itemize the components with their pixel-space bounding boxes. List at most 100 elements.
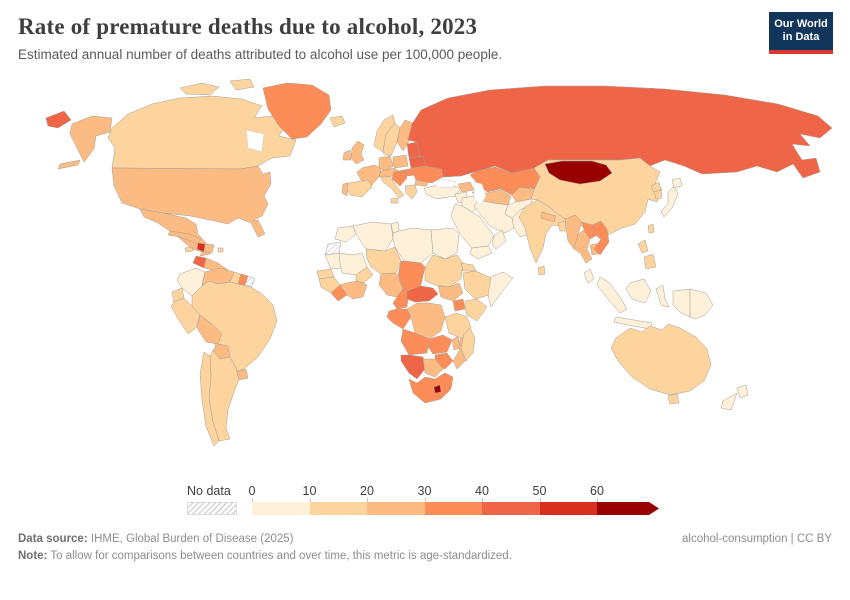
legend-bin-10-20[interactable] bbox=[309, 502, 367, 515]
country-philippines[interactable] bbox=[637, 239, 649, 254]
country-sweden[interactable] bbox=[382, 122, 401, 157]
country-libya[interactable] bbox=[392, 227, 434, 264]
country-chad[interactable] bbox=[397, 260, 426, 294]
country-gabon-congo[interactable] bbox=[386, 308, 412, 330]
country-russia[interactable] bbox=[45, 110, 72, 129]
country-new-zealand[interactable] bbox=[736, 384, 749, 399]
country-canada[interactable] bbox=[229, 78, 255, 91]
country-malaysia[interactable] bbox=[583, 268, 595, 284]
country-canada[interactable] bbox=[179, 82, 220, 96]
country-south-sudan[interactable] bbox=[437, 282, 464, 302]
data-source-label: Data source: bbox=[18, 533, 88, 545]
country-kenya[interactable] bbox=[464, 298, 488, 322]
country-puerto-rico[interactable] bbox=[217, 247, 224, 253]
country-central-african-republic[interactable] bbox=[406, 285, 439, 303]
country-australia[interactable] bbox=[610, 323, 712, 396]
country-spain[interactable] bbox=[346, 179, 373, 198]
country-indonesia[interactable] bbox=[613, 316, 653, 330]
country-laos[interactable] bbox=[581, 221, 598, 240]
country-poland[interactable] bbox=[392, 154, 409, 169]
country-guatemala[interactable] bbox=[192, 255, 207, 269]
country-sudan[interactable] bbox=[424, 254, 464, 288]
legend-bin-0-10[interactable] bbox=[252, 502, 310, 515]
country-cameroon[interactable] bbox=[392, 288, 410, 310]
country-new-zealand[interactable] bbox=[720, 392, 738, 411]
country-vietnam[interactable] bbox=[591, 220, 610, 256]
legend-bin-60+[interactable] bbox=[597, 502, 659, 515]
country-indonesia[interactable] bbox=[596, 276, 628, 314]
country-nepal[interactable] bbox=[540, 211, 557, 223]
country-democratic-republic-of-congo[interactable] bbox=[406, 302, 446, 340]
country-south-korea[interactable] bbox=[653, 189, 663, 200]
country-oman[interactable] bbox=[491, 229, 507, 250]
owid-logo[interactable]: Our World in Data bbox=[769, 12, 833, 54]
data-source-value: IHME, Global Burden of Disease (2025) bbox=[90, 533, 294, 545]
country-madagascar[interactable] bbox=[460, 327, 476, 362]
legend-tick-label-60: 60 bbox=[590, 484, 604, 498]
legend-bin-30-40[interactable] bbox=[424, 502, 482, 515]
country-iceland[interactable] bbox=[329, 115, 346, 128]
country-united-states[interactable] bbox=[69, 115, 113, 163]
country-namibia[interactable] bbox=[400, 354, 426, 380]
chart-subtitle: Estimated annual number of deaths attrib… bbox=[18, 47, 503, 62]
country-sri-lanka[interactable] bbox=[537, 265, 546, 276]
footer: Data source: IHME, Global Burden of Dise… bbox=[0, 519, 850, 562]
country-greece[interactable] bbox=[404, 184, 418, 200]
header: Rate of premature deaths due to alcohol,… bbox=[0, 0, 850, 62]
country-zambia[interactable] bbox=[427, 334, 453, 355]
country-lesotho[interactable] bbox=[433, 384, 442, 394]
country-balkans[interactable] bbox=[391, 169, 408, 187]
country-indonesia[interactable] bbox=[672, 288, 691, 318]
country-tanzania[interactable] bbox=[444, 312, 472, 340]
country-jamaica[interactable] bbox=[184, 246, 194, 253]
country-angola[interactable] bbox=[400, 328, 430, 356]
country-united-states[interactable] bbox=[57, 159, 81, 170]
country-caucasus[interactable] bbox=[457, 181, 475, 193]
country-russia[interactable] bbox=[407, 85, 833, 179]
country-dominican-republic[interactable] bbox=[203, 243, 215, 254]
country-egypt[interactable] bbox=[430, 227, 460, 260]
country-greenland[interactable] bbox=[262, 82, 332, 140]
country-papua-new-guinea[interactable] bbox=[689, 288, 714, 320]
country-malawi[interactable] bbox=[451, 335, 461, 351]
country-uganda[interactable] bbox=[452, 298, 466, 312]
country-thailand[interactable] bbox=[573, 229, 593, 264]
country-algeria[interactable] bbox=[352, 221, 394, 252]
legend-no-data-swatch[interactable] bbox=[187, 502, 237, 515]
country-iraq[interactable] bbox=[461, 195, 480, 213]
country-germany[interactable] bbox=[378, 155, 394, 172]
country-yemen[interactable] bbox=[469, 245, 493, 260]
legend-bin-50-60[interactable] bbox=[539, 502, 597, 515]
country-japan[interactable] bbox=[671, 177, 683, 189]
country-botswana[interactable] bbox=[422, 358, 444, 378]
country-somalia[interactable] bbox=[487, 271, 514, 308]
legend-bin-40-50[interactable] bbox=[482, 502, 540, 515]
country-australia[interactable] bbox=[667, 393, 680, 405]
country-indonesia[interactable] bbox=[655, 284, 670, 308]
country-italy[interactable] bbox=[380, 176, 405, 199]
footnote: Note: To allow for comparisons between c… bbox=[18, 550, 832, 562]
legend-bin-20-30[interactable] bbox=[367, 502, 425, 515]
country-taiwan[interactable] bbox=[647, 223, 655, 234]
country-japan[interactable] bbox=[660, 185, 679, 218]
owid-logo-line2: in Data bbox=[782, 31, 820, 43]
country-mongolia[interactable] bbox=[544, 160, 613, 185]
country-portugal[interactable] bbox=[341, 182, 349, 197]
country-italy[interactable] bbox=[390, 197, 399, 204]
water-caspian-sea bbox=[473, 181, 487, 207]
country-eritrea[interactable] bbox=[460, 262, 477, 272]
credit-link[interactable]: alcohol-consumption | CC BY bbox=[682, 533, 832, 545]
footnote-label: Note: bbox=[18, 550, 48, 562]
country-united-kingdom[interactable] bbox=[350, 140, 365, 165]
country-morocco[interactable] bbox=[334, 225, 357, 243]
country-burkina-faso[interactable] bbox=[355, 266, 374, 284]
footnote-value: To allow for comparisons between countri… bbox=[50, 550, 512, 562]
country-ireland[interactable] bbox=[342, 149, 352, 161]
country-south-africa[interactable] bbox=[408, 372, 454, 404]
country-ivory-coast-ghana[interactable] bbox=[339, 280, 368, 300]
country-chile[interactable] bbox=[199, 351, 220, 447]
country-philippines[interactable] bbox=[643, 253, 657, 270]
legend-tick-label-30: 30 bbox=[417, 484, 432, 498]
country-indonesia[interactable] bbox=[625, 278, 652, 304]
country-niger[interactable] bbox=[365, 246, 402, 275]
